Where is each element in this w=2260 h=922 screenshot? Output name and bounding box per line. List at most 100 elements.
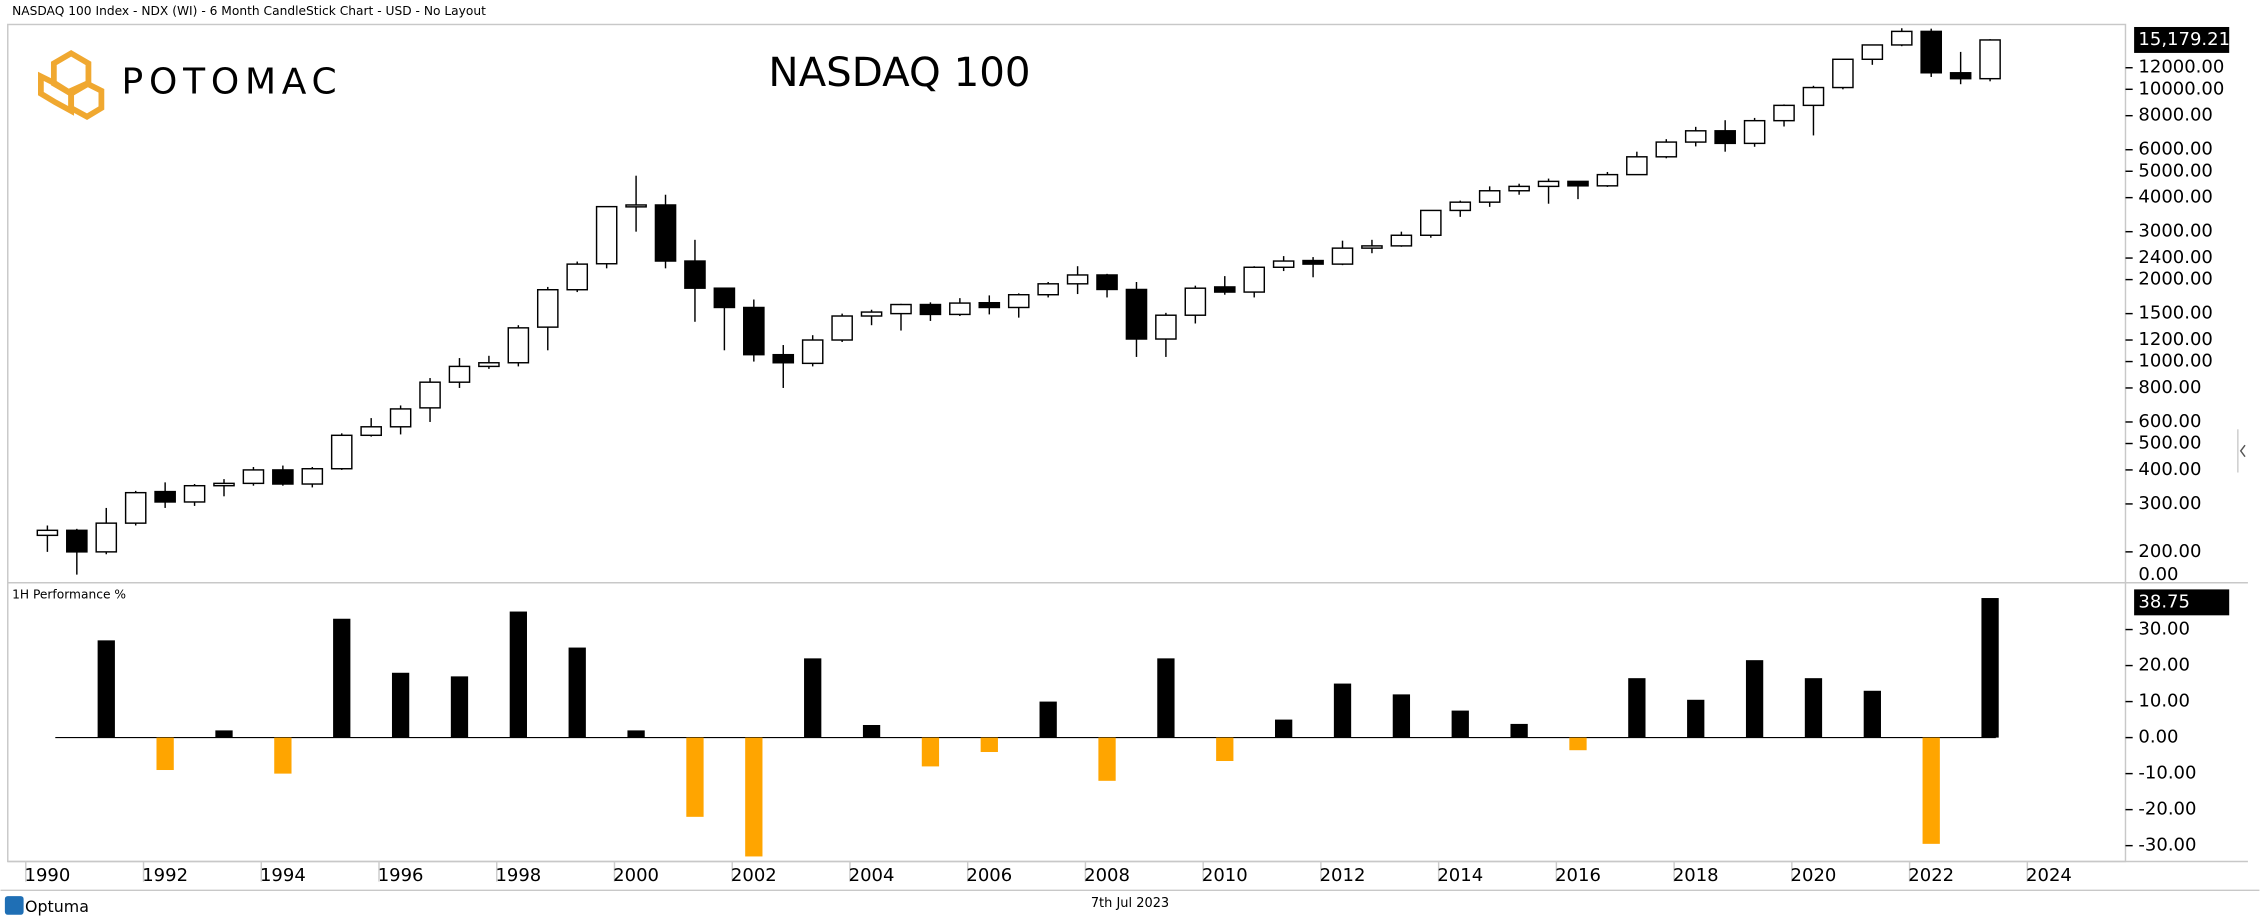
bar (1392, 694, 1411, 738)
candle-body (684, 260, 706, 289)
y-floor-label: 0.00 (2138, 564, 2178, 585)
header: NASDAQ 100 Index - NDX (WI) - 6 Month Ca… (12, 4, 486, 18)
bar (1922, 737, 1940, 844)
bar (1687, 699, 1705, 738)
y-tick-label: 20.00 (2138, 655, 2190, 676)
bar (1216, 737, 1234, 762)
candle-body (1243, 266, 1266, 293)
x-tick-label: 2006 (966, 865, 1012, 886)
candle-body (1890, 30, 1913, 46)
candle-body (507, 327, 530, 364)
bar (97, 640, 115, 738)
candle-body (1272, 260, 1295, 268)
candle-body (272, 469, 294, 485)
candle-body (1155, 314, 1177, 340)
candle-body (1743, 119, 1766, 145)
bar (1098, 737, 1116, 781)
bar (1804, 678, 1823, 738)
bar (215, 730, 233, 738)
candle-body (1361, 245, 1383, 249)
x-tick-label: 2012 (1320, 865, 1366, 886)
candle-body (890, 303, 912, 315)
candle-body (1125, 288, 1148, 340)
y-tick-label: 2000.00 (2138, 269, 2212, 290)
candle-body (1508, 185, 1530, 192)
candle-body (448, 365, 471, 383)
candle-body (772, 353, 795, 364)
candle-body (1949, 72, 1972, 80)
x-tick-label: 1998 (495, 865, 541, 886)
candle-body (743, 306, 765, 356)
candle-body (1684, 130, 1707, 143)
bar (1510, 723, 1528, 738)
candle-body (213, 482, 235, 487)
x-tick-label: 2020 (1791, 865, 1837, 886)
bar (156, 737, 174, 771)
candle-body (625, 204, 647, 208)
candle-body (183, 484, 206, 503)
candle-body (419, 381, 441, 409)
y-tick-label: 10.00 (2138, 691, 2190, 712)
candle-body (1184, 287, 1207, 316)
candle-body (566, 263, 589, 291)
y-tick-label: 6000.00 (2138, 139, 2212, 160)
bar (804, 658, 822, 738)
bar (1039, 701, 1057, 738)
candle-body (154, 490, 176, 503)
candle-body (654, 204, 677, 262)
candle-body (1066, 274, 1089, 285)
date: 7th Jul 2023 (1091, 896, 1169, 911)
y-tick-label: 2400.00 (2138, 247, 2212, 268)
bar (1863, 690, 1881, 738)
candle-body (536, 289, 559, 328)
bar (980, 737, 998, 753)
brand: POTOMAC (122, 62, 343, 103)
candle-body (1626, 156, 1648, 176)
bar (627, 730, 645, 738)
y-tick-label: 5000.00 (2138, 160, 2212, 181)
bar (1981, 598, 1999, 738)
y-tick-label: 300.00 (2138, 493, 2201, 514)
panel-title: 1H Performance % (12, 587, 126, 601)
y-tick-label: 12000.00 (2138, 57, 2224, 78)
candle-body (1390, 234, 1413, 247)
x-tick-label: 2018 (1673, 865, 1719, 886)
candle-body (1655, 141, 1678, 158)
bar (509, 611, 527, 738)
bar (1275, 719, 1293, 738)
x-tick-label: 2004 (849, 865, 895, 886)
candle-body (389, 408, 412, 428)
y-tick-label: -30.00 (2138, 835, 2196, 856)
x-tick-label: 2002 (731, 865, 777, 886)
candle-body (1302, 259, 1324, 265)
bar (450, 676, 469, 738)
optuma-icon (4, 896, 24, 915)
candle-body (713, 287, 736, 309)
last-value-label: 15,179.21 (2138, 29, 2230, 50)
bar (333, 618, 351, 738)
candle-body (1331, 247, 1354, 265)
candle-body (1449, 201, 1472, 212)
candle-body (978, 301, 1001, 309)
candle-body (860, 311, 883, 317)
bar (1451, 710, 1469, 738)
candle-body (66, 529, 88, 553)
candle-body (95, 522, 118, 553)
candle-body (1478, 190, 1501, 203)
candle-body (1567, 180, 1589, 187)
candle-body (330, 434, 353, 470)
y-tick-label: 1200.00 (2138, 329, 2212, 350)
bar (1157, 658, 1175, 738)
footer-brand: Optuma (25, 897, 89, 916)
x-tick-label: 2014 (1437, 865, 1483, 886)
bar (862, 724, 881, 738)
bar (391, 672, 410, 738)
candle-body (1920, 30, 1943, 74)
y-tick-label: -10.00 (2138, 763, 2196, 784)
y-tick-label: 600.00 (2138, 411, 2201, 432)
y-tick-label: 3000.00 (2138, 221, 2212, 242)
candle-body (1537, 180, 1560, 188)
y-tick-label: 4000.00 (2138, 187, 2212, 208)
candle-body (1714, 130, 1736, 145)
